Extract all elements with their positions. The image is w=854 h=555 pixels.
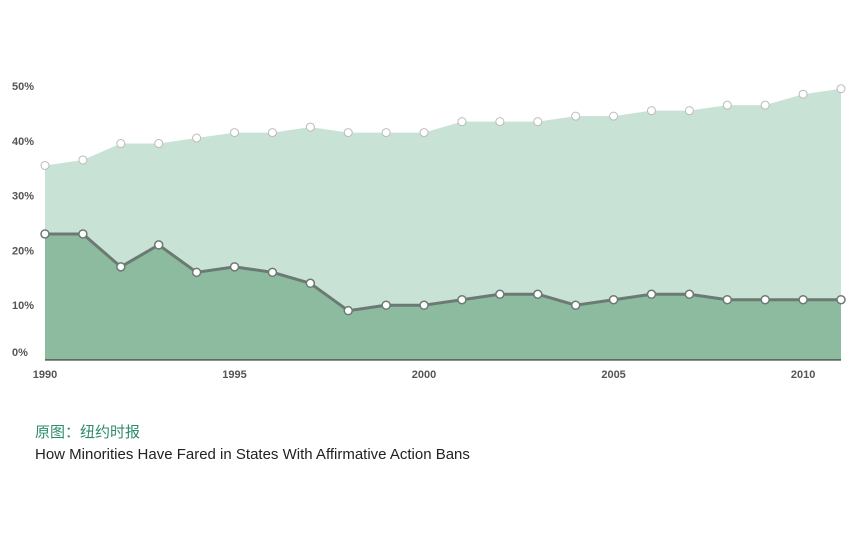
upper-series-point <box>305 122 315 132</box>
lower-series-point <box>457 294 467 305</box>
upper-series-point <box>798 89 808 99</box>
y-tick-label: 20% <box>12 245 34 257</box>
upper-series-point <box>760 100 770 110</box>
chart-caption: How Minorities Have Fared in States With… <box>35 446 470 463</box>
upper-series-point <box>457 117 467 127</box>
x-tick-label: 2010 <box>791 369 815 381</box>
lower-series-point <box>381 300 391 310</box>
upper-series-point <box>646 106 656 116</box>
upper-series-point <box>722 100 732 110</box>
lower-series-point <box>798 294 808 305</box>
lower-series-point <box>116 262 126 272</box>
upper-series-point <box>192 133 202 143</box>
lower-area <box>45 233 841 360</box>
upper-series-point <box>836 84 846 94</box>
y-tick-label: 10% <box>12 300 34 312</box>
upper-series-point <box>343 128 353 138</box>
y-tick-label: 50% <box>12 81 34 93</box>
lower-series-point <box>570 300 581 310</box>
lower-series-point <box>760 294 770 305</box>
lower-series-point <box>40 229 50 239</box>
source-label: 原图：纽约时报 <box>35 423 141 441</box>
upper-series-point <box>571 111 581 121</box>
lower-series-point <box>608 294 619 305</box>
y-tick-label: 0% <box>12 347 28 359</box>
y-tick-label: 40% <box>12 136 34 148</box>
upper-series-point <box>381 128 391 138</box>
lower-series-point <box>305 278 316 289</box>
x-tick-label: 1990 <box>33 369 57 381</box>
lower-series-point <box>646 289 657 299</box>
lower-series-point <box>684 289 695 299</box>
upper-series-point <box>495 117 505 127</box>
upper-series-point <box>684 106 694 116</box>
upper-series-point <box>78 155 88 165</box>
lower-series-point <box>229 262 240 272</box>
area-chart: 0% 10% 20% 30% 40% 50% 1990 1995 2000 2005 2010 <box>12 81 846 381</box>
lower-series-point <box>191 267 202 278</box>
lower-series-point <box>419 300 429 310</box>
upper-series-point <box>116 139 126 149</box>
x-tick-label: 1995 <box>222 369 246 381</box>
x-tick-label: 2005 <box>601 369 625 381</box>
lower-series-point <box>343 305 353 316</box>
lower-series-point <box>495 289 505 299</box>
y-tick-label: 30% <box>12 191 34 203</box>
lower-series-line <box>45 232 841 313</box>
lower-series-point <box>78 229 88 239</box>
upper-series-point <box>419 128 429 138</box>
lower-series-point <box>836 294 846 305</box>
x-tick-label: 2000 <box>412 369 436 381</box>
lower-series-point <box>722 294 733 305</box>
lower-series-point <box>267 267 278 278</box>
lower-series-point <box>533 289 543 299</box>
upper-series-point <box>154 139 164 149</box>
upper-series-point <box>609 111 619 121</box>
upper-series-point <box>533 117 543 127</box>
upper-series-point <box>267 128 277 138</box>
upper-series-point <box>230 128 240 138</box>
upper-series-point <box>40 160 50 170</box>
lower-series-point <box>153 240 164 250</box>
